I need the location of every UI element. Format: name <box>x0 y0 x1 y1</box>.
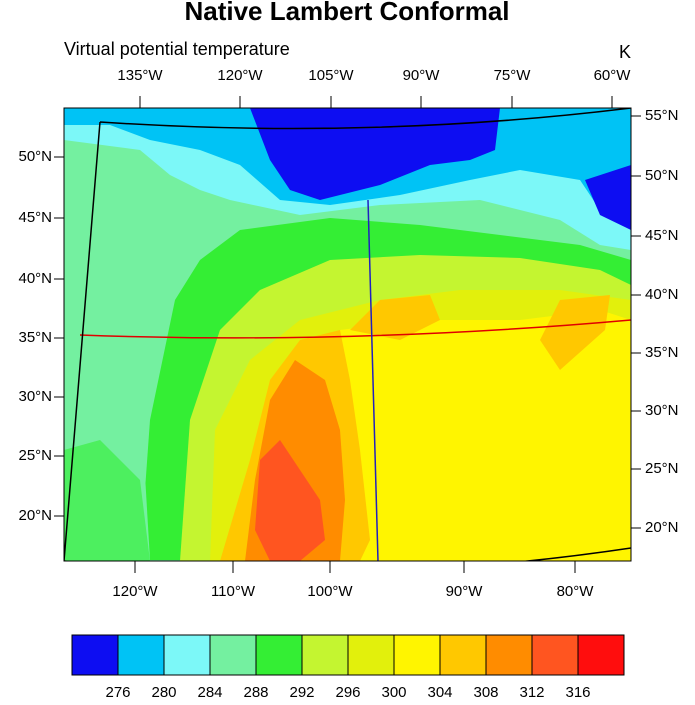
top-tick-label: 120°W <box>217 67 263 84</box>
colorbar-box <box>163 634 211 676</box>
colorbar-box <box>393 634 441 676</box>
map-frame <box>63 107 632 562</box>
title: Native Lambert Conformal <box>184 0 509 26</box>
right-tick-label: 55°N <box>645 107 679 124</box>
colorbar-box <box>71 634 119 676</box>
left-tick-label: 20°N <box>18 507 52 524</box>
colorbar-label: 284 <box>197 684 222 700</box>
colorbar-label: 280 <box>151 684 176 700</box>
colorbar-box <box>209 634 257 676</box>
right-tick-label: 30°N <box>645 402 679 419</box>
colorbar-box <box>117 634 165 676</box>
bottom-tick-label: 90°W <box>446 583 484 600</box>
colorbar-label: 308 <box>473 684 498 700</box>
colorbar-label: 304 <box>427 684 452 700</box>
colorbar-label: 312 <box>519 684 544 700</box>
top-tick-label: 90°W <box>403 67 441 84</box>
colorbar-label: 296 <box>335 684 360 700</box>
left-tick-label: 35°N <box>18 329 52 346</box>
left-tick-label: 25°N <box>18 447 52 464</box>
left-tick-label: 50°N <box>18 148 52 165</box>
colorbar-box <box>439 634 487 676</box>
right-tick-label: 35°N <box>645 344 679 361</box>
subtitle: Virtual potential temperature <box>64 39 290 59</box>
colorbar-box <box>531 634 579 676</box>
colorbar-box <box>485 634 533 676</box>
right-tick-label: 45°N <box>645 227 679 244</box>
colorbar-label: 316 <box>565 684 590 700</box>
bottom-tick-label: 80°W <box>557 583 595 600</box>
bottom-tick-label: 100°W <box>307 583 353 600</box>
unit: K <box>619 42 631 62</box>
colorbar-box <box>347 634 395 676</box>
colorbar-label: 300 <box>381 684 406 700</box>
top-tick-label: 135°W <box>117 67 163 84</box>
bottom-tick-label: 120°W <box>112 583 158 600</box>
map-field <box>64 108 631 561</box>
colorbar-label: 292 <box>289 684 314 700</box>
right-tick-label: 40°N <box>645 286 679 303</box>
right-tick-label: 20°N <box>645 519 679 536</box>
colorbar-box <box>255 634 303 676</box>
top-tick-label: 75°W <box>494 67 532 84</box>
colorbar-box <box>577 634 625 676</box>
colorbar-label: 276 <box>105 684 130 700</box>
left-tick-label: 40°N <box>18 270 52 287</box>
top-tick-label: 105°W <box>308 67 354 84</box>
top-tick-label: 60°W <box>594 67 632 84</box>
colorbar-box <box>301 634 349 676</box>
left-tick-label: 30°N <box>18 388 52 405</box>
colorbar-label: 288 <box>243 684 268 700</box>
left-tick-label: 45°N <box>18 209 52 226</box>
right-tick-label: 25°N <box>645 460 679 477</box>
right-tick-label: 50°N <box>645 167 679 184</box>
bottom-tick-label: 110°W <box>211 583 256 600</box>
